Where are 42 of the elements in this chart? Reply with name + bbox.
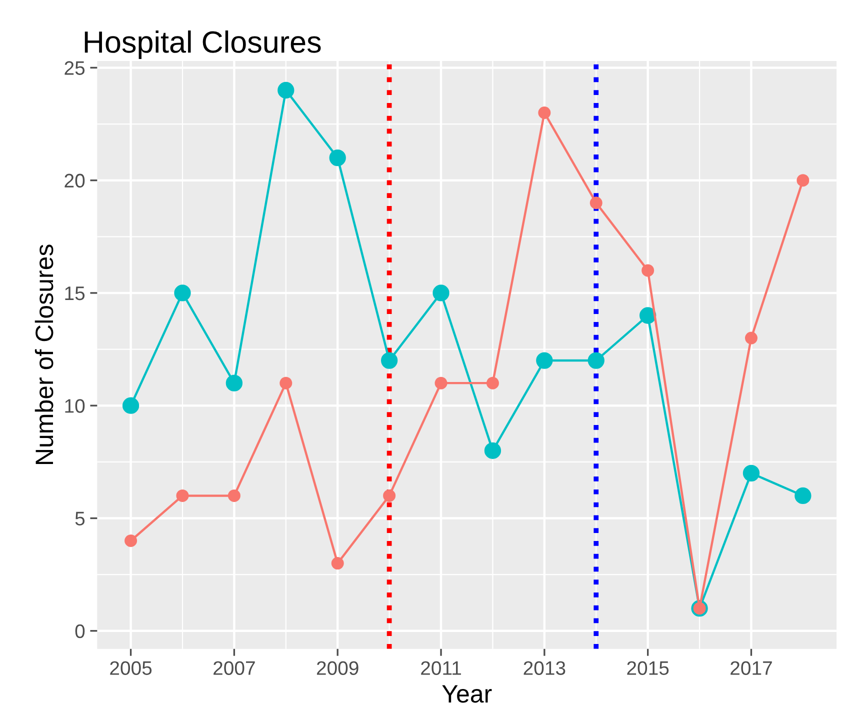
point [744,332,758,344]
x-tick-label: 2011 [421,661,461,675]
point [538,106,551,120]
point [380,352,398,369]
point [794,487,812,504]
y-tick-label: 20 [64,174,85,188]
point [484,442,502,459]
point [642,264,654,277]
point [588,352,604,369]
point [331,557,344,570]
point [536,352,553,369]
point [280,376,292,390]
point [742,464,760,482]
x-tick-label: 2013 [524,661,566,675]
point [329,149,346,166]
y-tick-label: 15 [65,286,85,300]
point [278,82,294,99]
x-axis-title: Year [442,685,492,703]
chart-title: Hospital Closures [84,30,321,59]
y-tick-label: 25 [64,61,85,75]
point [174,284,191,302]
point [796,174,810,187]
x-tick-label: 2015 [627,661,669,675]
point [122,397,140,414]
x-tick-label: 2017 [730,661,772,675]
point [639,307,656,324]
y-tick-label: 0 [75,624,85,638]
x-tick-label: 2009 [316,661,358,675]
point [228,489,240,502]
y-axis-title: Number of Closures [34,244,54,464]
point [226,374,243,392]
y-tick-label: 10 [65,399,85,413]
y-tick-label: 5 [75,512,85,526]
point [383,489,396,502]
point [486,376,499,390]
point [434,376,448,390]
x-tick-label: 2007 [214,661,255,675]
point [176,489,189,502]
point [124,534,138,548]
x-tick-label: 2005 [110,661,152,675]
point [432,284,450,302]
point [590,196,602,210]
